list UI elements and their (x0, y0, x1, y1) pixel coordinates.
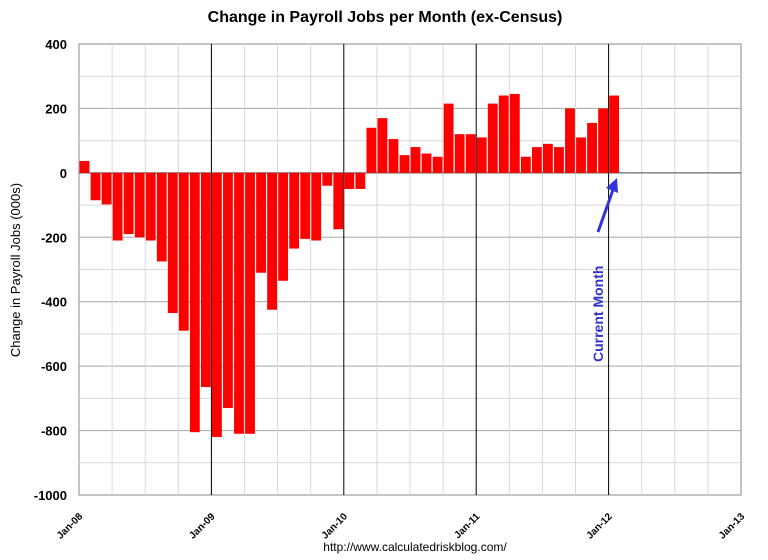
bar (465, 134, 476, 173)
grid-lines (79, 44, 741, 495)
bar (189, 172, 200, 433)
bar (344, 172, 355, 189)
bar (178, 172, 189, 331)
annotation-text: Current Month (590, 266, 606, 362)
bar (388, 139, 399, 173)
bar (234, 172, 244, 434)
x-tick-label: Jan-09 (187, 511, 217, 541)
annotation-arrow (596, 186, 616, 233)
x-tick-label: Jan-12 (585, 511, 615, 541)
bar (576, 137, 586, 173)
bar (399, 155, 410, 173)
bar (543, 143, 553, 173)
bar (123, 172, 134, 235)
y-tick-label: -400 (41, 295, 67, 310)
bars (79, 93, 620, 438)
bar (145, 172, 156, 241)
x-tick-label: Jan-13 (717, 511, 747, 541)
bar (134, 172, 145, 238)
bar (112, 172, 123, 241)
bar (410, 147, 421, 173)
bar (587, 122, 597, 173)
annotation-arrowhead (606, 178, 618, 193)
bar (454, 134, 465, 173)
y-tick-label: 400 (45, 37, 67, 52)
bar (156, 172, 167, 262)
bar (267, 172, 277, 310)
y-tick-label: 200 (45, 101, 67, 116)
source-text: http://www.calculatedriskblog.com/ (323, 540, 507, 554)
bar (432, 156, 443, 173)
bar (498, 95, 509, 173)
chart-title: Change in Payroll Jobs per Month (ex-Cen… (208, 9, 563, 26)
bar (520, 156, 531, 173)
bar (377, 118, 388, 173)
y-tick-label: 0 (60, 166, 67, 181)
bar (355, 172, 366, 189)
bar (245, 172, 255, 434)
y-tick-label: -200 (41, 230, 67, 245)
y-tick-label: -800 (41, 424, 67, 439)
bar (322, 172, 333, 186)
bar (223, 172, 233, 409)
bar (90, 172, 101, 201)
y-axis-ticks: 400 200 0 -200 -400 -600 -800 -1000 (34, 37, 67, 503)
bar (333, 172, 344, 230)
bar (200, 172, 211, 388)
bar (554, 147, 564, 173)
bar (531, 147, 542, 173)
bar (421, 153, 432, 173)
bar (487, 103, 498, 173)
current-month-annotation: Current Month (590, 178, 618, 362)
x-tick-label: Jan-08 (55, 511, 85, 541)
x-tick-label: Jan-10 (320, 511, 350, 541)
bar (565, 108, 575, 173)
bar (289, 172, 300, 249)
bar (79, 160, 90, 173)
bar (509, 93, 520, 173)
bar (256, 172, 266, 273)
bar (212, 172, 222, 438)
bar (443, 103, 454, 173)
x-tick-label: Jan-11 (453, 511, 483, 541)
y-tick-label: -600 (41, 359, 67, 374)
bar (366, 127, 377, 173)
bar (101, 172, 112, 205)
bar (311, 172, 322, 241)
y-tick-label: -1000 (34, 488, 67, 503)
x-axis-ticks: Jan-08 Jan-09 Jan-10 Jan-11 Jan-12 Jan-13 (55, 511, 747, 541)
bar (598, 108, 608, 173)
bar (300, 172, 311, 239)
bar (609, 95, 620, 173)
bar (476, 137, 487, 173)
y-axis-label: Change in Payroll Jobs (000s) (8, 183, 23, 357)
bar (278, 172, 289, 281)
bar (167, 172, 178, 313)
